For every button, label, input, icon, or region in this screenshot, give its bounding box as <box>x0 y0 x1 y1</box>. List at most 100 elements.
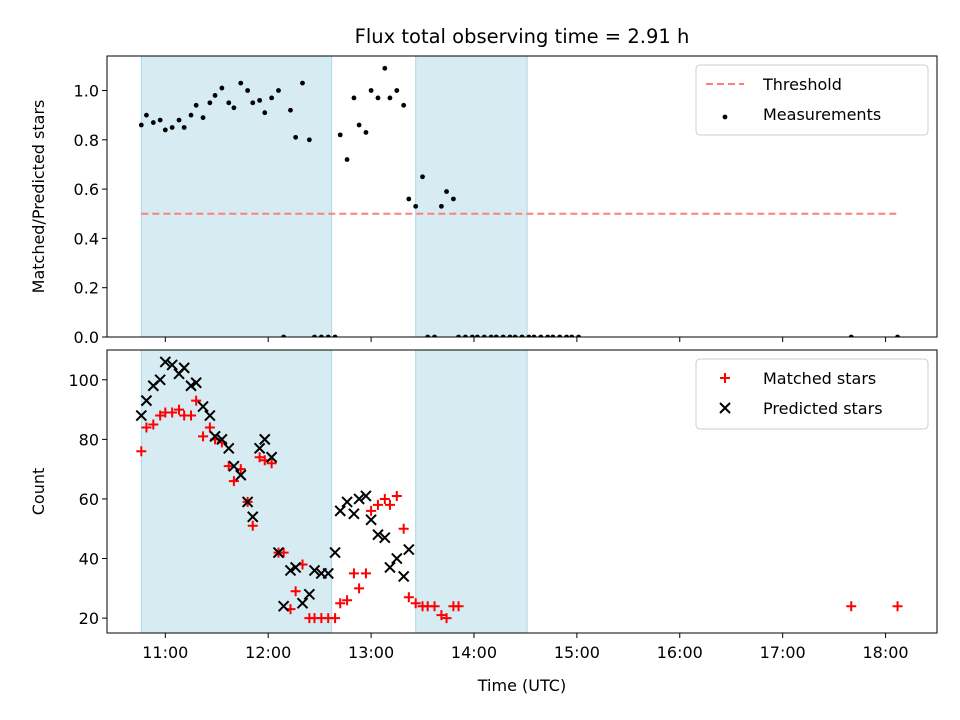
shaded-interval <box>415 56 528 337</box>
data-point <box>330 613 341 624</box>
data-point <box>174 404 185 415</box>
data-point <box>178 362 190 374</box>
legend-label: Measurements <box>763 105 881 124</box>
data-point <box>351 95 357 101</box>
data-point <box>250 100 256 106</box>
data-point <box>185 380 197 392</box>
data-point <box>259 433 271 446</box>
y-tick-label: 0.0 <box>74 328 99 347</box>
data-point <box>257 97 263 103</box>
data-point <box>441 613 452 624</box>
y-tick-label: 0.8 <box>74 131 99 150</box>
data-point <box>181 125 187 130</box>
data-point <box>557 334 563 337</box>
data-point <box>190 377 202 389</box>
data-point <box>429 601 440 612</box>
data-point <box>223 461 234 472</box>
data-point <box>162 127 168 133</box>
data-point <box>398 523 409 534</box>
data-point <box>303 588 316 600</box>
legend: Matched stars Predicted stars <box>695 358 929 430</box>
x-axis-label: Time (UTC) <box>477 676 566 695</box>
data-point <box>526 334 532 337</box>
data-point <box>488 334 494 337</box>
shaded-interval <box>140 56 333 337</box>
data-point <box>574 673 584 683</box>
data-point <box>432 334 437 337</box>
data-point <box>493 334 499 337</box>
data-point <box>348 568 359 579</box>
data-point <box>507 334 513 337</box>
y-tick-label: 60 <box>79 490 99 509</box>
x-tick-label: 12:00 <box>245 643 291 662</box>
series-measurements <box>138 65 900 337</box>
x-tick-label: 17:00 <box>760 643 806 662</box>
y-tick-label: 80 <box>79 430 99 449</box>
data-point <box>334 505 346 517</box>
data-point <box>394 88 400 93</box>
y-tick-label: 40 <box>79 550 99 569</box>
data-point <box>439 203 444 209</box>
data-point <box>363 130 369 135</box>
data-point <box>223 442 235 455</box>
data-point <box>197 400 209 413</box>
x-tick-label: 15:00 <box>554 643 600 662</box>
data-point <box>209 430 221 443</box>
data-point <box>348 508 360 520</box>
data-point <box>892 601 903 612</box>
series-predicted-stars <box>135 356 452 683</box>
data-point <box>500 334 506 337</box>
plot-area <box>135 350 903 683</box>
data-point <box>289 561 302 574</box>
y-axis-label: Count <box>29 468 48 516</box>
legend-label: Predicted stars <box>763 399 883 418</box>
data-point <box>460 673 470 683</box>
data-point <box>569 334 575 337</box>
data-point <box>453 601 464 612</box>
data-point <box>519 334 525 337</box>
y-tick-label: 20 <box>79 609 99 628</box>
data-point <box>188 112 194 118</box>
data-point <box>332 334 338 337</box>
legend-label: Matched stars <box>763 369 876 388</box>
y-tick-label: 1.0 <box>74 82 99 101</box>
x-tick-label: 13:00 <box>348 643 394 662</box>
panel-2: 20 40 60 80 100 11:00 12:00 13:00 14:00 15:00 16:0… <box>29 349 938 695</box>
panel-1: 0.0 0.2 0.4 0.6 0.8 1.0 Flux total observing t… <box>29 25 938 347</box>
data-point <box>410 598 421 609</box>
legend: Threshold Measurements <box>695 64 929 136</box>
data-point <box>360 490 372 502</box>
axes-frame <box>106 55 938 338</box>
data-point <box>387 95 393 101</box>
data-point <box>442 673 452 683</box>
data-point <box>372 499 383 510</box>
x-tick-label: 16:00 <box>657 643 703 662</box>
data-point <box>300 80 305 86</box>
y-axis-label: Matched/Predicted stars <box>29 100 48 294</box>
shaded-interval <box>415 350 528 633</box>
x-tick-label: 14:00 <box>451 643 497 662</box>
data-point <box>140 394 153 407</box>
y-tick-label: 0.6 <box>74 180 99 199</box>
data-point <box>418 673 428 683</box>
data-point <box>241 496 254 508</box>
data-point <box>281 334 287 337</box>
data-point <box>186 410 197 421</box>
data-point <box>159 356 172 368</box>
data-point <box>379 493 390 504</box>
data-point <box>420 174 425 180</box>
data-point <box>329 546 341 559</box>
data-point <box>512 334 518 337</box>
data-point <box>384 499 395 510</box>
data-point <box>228 476 239 487</box>
data-point <box>401 102 407 108</box>
data-point <box>231 105 237 111</box>
data-point <box>245 88 251 93</box>
data-point <box>266 458 277 469</box>
data-point <box>456 334 461 337</box>
data-point <box>531 334 537 337</box>
data-point <box>451 196 456 202</box>
data-point <box>204 409 216 422</box>
data-point <box>272 546 285 559</box>
